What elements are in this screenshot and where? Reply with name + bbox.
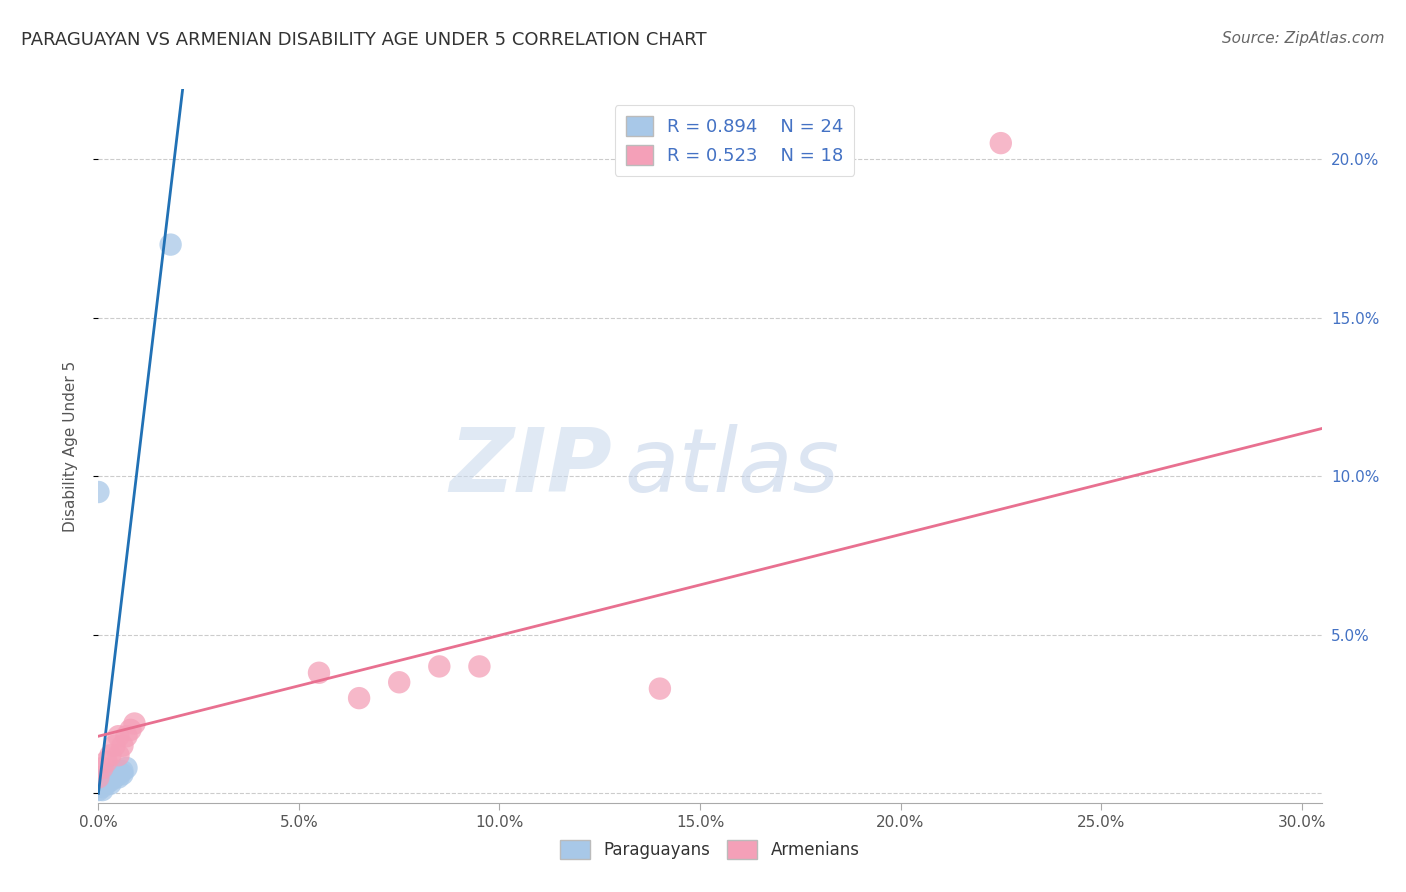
- Point: [347, 691, 370, 706]
- Text: Source: ZipAtlas.com: Source: ZipAtlas.com: [1222, 31, 1385, 46]
- Text: ZIP: ZIP: [450, 424, 612, 511]
- Point: [96, 771, 118, 785]
- Point: [468, 659, 491, 673]
- Y-axis label: Disability Age Under 5: Disability Age Under 5: [63, 360, 77, 532]
- Point: [96, 773, 118, 788]
- Point: [96, 777, 118, 791]
- Point: [103, 739, 125, 753]
- Point: [87, 485, 110, 500]
- Point: [100, 777, 122, 791]
- Point: [115, 761, 138, 775]
- Point: [91, 783, 114, 797]
- Point: [87, 780, 110, 794]
- Point: [107, 767, 129, 781]
- Point: [990, 136, 1012, 150]
- Point: [120, 723, 142, 737]
- Point: [87, 783, 110, 797]
- Point: [91, 761, 114, 775]
- Point: [103, 771, 125, 785]
- Point: [124, 716, 146, 731]
- Point: [103, 767, 125, 781]
- Point: [388, 675, 411, 690]
- Point: [103, 764, 125, 778]
- Point: [111, 767, 134, 781]
- Point: [111, 764, 134, 778]
- Point: [100, 767, 122, 781]
- Point: [107, 748, 129, 763]
- Point: [91, 777, 114, 791]
- Point: [91, 773, 114, 788]
- Point: [87, 771, 110, 785]
- Text: atlas: atlas: [624, 425, 839, 510]
- Point: [100, 771, 122, 785]
- Point: [100, 748, 122, 763]
- Point: [159, 237, 181, 252]
- Point: [100, 773, 122, 788]
- Point: [107, 729, 129, 743]
- Point: [111, 739, 134, 753]
- Point: [648, 681, 671, 696]
- Point: [91, 780, 114, 794]
- Point: [115, 729, 138, 743]
- Text: PARAGUAYAN VS ARMENIAN DISABILITY AGE UNDER 5 CORRELATION CHART: PARAGUAYAN VS ARMENIAN DISABILITY AGE UN…: [21, 31, 707, 49]
- Point: [427, 659, 450, 673]
- Point: [107, 771, 129, 785]
- Legend: Paraguayans, Armenians: Paraguayans, Armenians: [554, 833, 866, 866]
- Point: [308, 665, 330, 680]
- Point: [107, 764, 129, 778]
- Point: [96, 755, 118, 769]
